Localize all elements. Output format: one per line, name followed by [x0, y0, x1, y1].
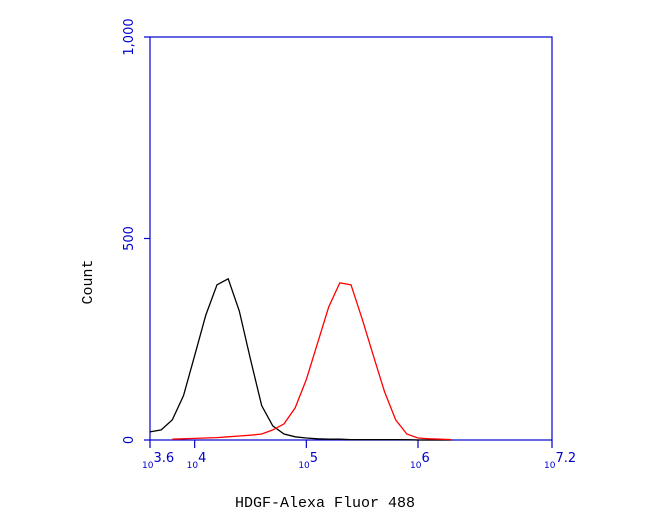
x-tick-label: 103.6 [142, 451, 174, 471]
x-tick-exponent: 4 [198, 451, 206, 466]
x-tick-label: 105 [298, 451, 318, 471]
x-tick-exponent: 6 [421, 451, 429, 466]
histogram-line [149, 277, 452, 441]
plot-frame [149, 36, 553, 441]
x-tick-base: 10 [410, 461, 422, 471]
x-tick-base: 10 [298, 461, 310, 471]
histogram-line [172, 282, 452, 441]
x-tick-label: 106 [410, 451, 430, 471]
y-tick-label: 1,000 [122, 18, 137, 55]
x-axis-title: HDGF-Alexa Fluor 488 [235, 495, 415, 512]
x-tick-base: 10 [187, 461, 199, 471]
x-tick-label: 104 [187, 451, 207, 471]
x-tick-exponent: 5 [310, 451, 318, 466]
x-tick-label: 107.2 [544, 451, 576, 471]
y-tick-label: 500 [122, 226, 137, 251]
x-tick-exponent: 7.2 [555, 451, 576, 466]
y-tick-label: 0 [122, 436, 137, 444]
y-axis-title: Count [80, 259, 97, 304]
x-tick-base: 10 [544, 461, 556, 471]
x-tick-exponent: 3.6 [153, 451, 174, 466]
x-tick-base: 10 [142, 461, 154, 471]
